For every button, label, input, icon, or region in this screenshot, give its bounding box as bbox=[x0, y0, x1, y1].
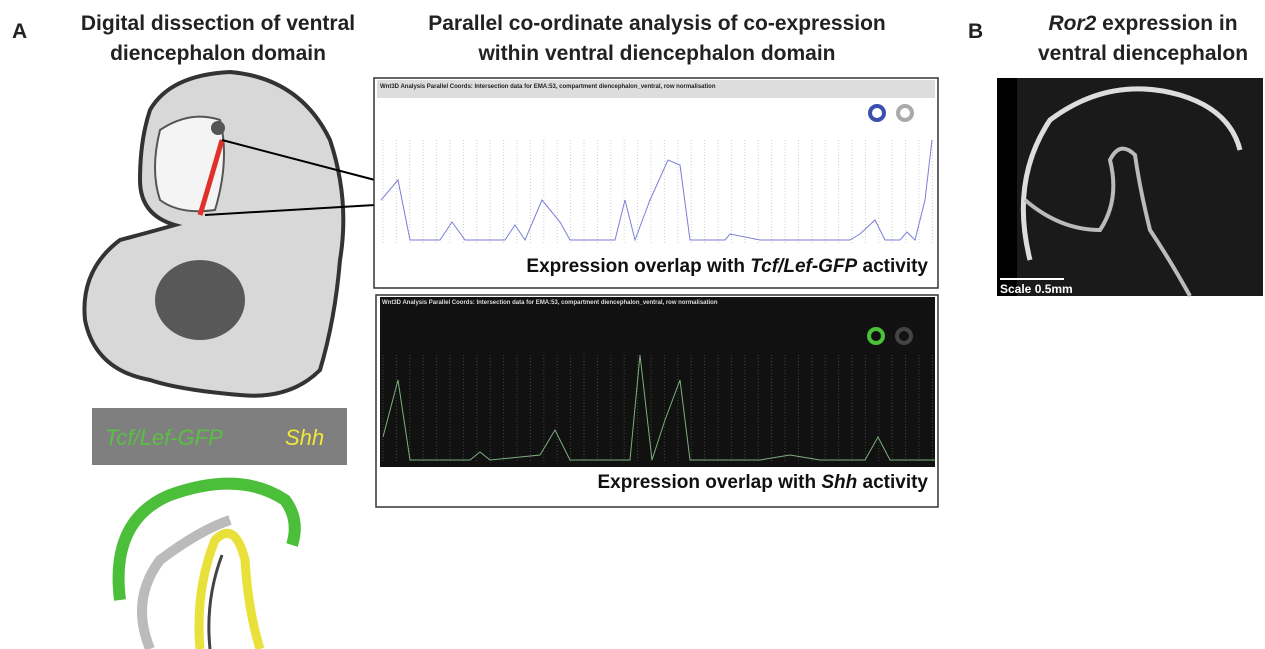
ror2-image: Scale 0.5mm bbox=[997, 78, 1263, 297]
heading: Digital dissection of ventral bbox=[81, 12, 355, 35]
gene-name: Ror2 bbox=[1048, 12, 1096, 35]
caption: Expression overlap with Shh activity bbox=[598, 472, 929, 493]
caption-part: activity bbox=[857, 256, 928, 277]
screenshot-header: Wnt3D Analysis Parallel Coords: Intersec… bbox=[380, 84, 716, 90]
caption-gene: Tcf/Lef-GFP bbox=[750, 256, 857, 277]
screenshot-header: Wnt3D Analysis Parallel Coords: Intersec… bbox=[382, 300, 718, 306]
screenshot-shh: Wnt3D Analysis Parallel Coords: Intersec… bbox=[375, 294, 939, 508]
heading: ventral diencephalon bbox=[1038, 42, 1248, 65]
heading: Ror2 expression in bbox=[1048, 12, 1237, 35]
caption: Expression overlap with Tcf/Lef-GFP acti… bbox=[526, 256, 928, 277]
heading-part: expression in bbox=[1096, 12, 1237, 35]
scale-label: Scale 0.5mm bbox=[1000, 282, 1073, 296]
panel-label: A bbox=[12, 20, 27, 43]
panel-label: B bbox=[968, 20, 983, 43]
legend-gfp: Tcf/Lef-GFP bbox=[105, 425, 223, 450]
caption-part: activity bbox=[857, 472, 928, 493]
embryo-overlay-image bbox=[112, 477, 301, 649]
embryo-image bbox=[82, 69, 376, 398]
screenshot-gfp: Wnt3D Analysis Parallel Coords: Intersec… bbox=[373, 77, 939, 289]
legend-shh: Shh bbox=[285, 425, 324, 450]
caption-gene: Shh bbox=[821, 472, 857, 493]
heading: diencephalon domain bbox=[110, 42, 326, 65]
heading: Parallel co-ordinate analysis of co-expr… bbox=[428, 12, 886, 35]
legend-box bbox=[92, 408, 347, 465]
caption-part: Expression overlap with bbox=[598, 472, 822, 493]
caption-part: Expression overlap with bbox=[526, 256, 750, 277]
heading: within ventral diencephalon domain bbox=[477, 42, 835, 65]
